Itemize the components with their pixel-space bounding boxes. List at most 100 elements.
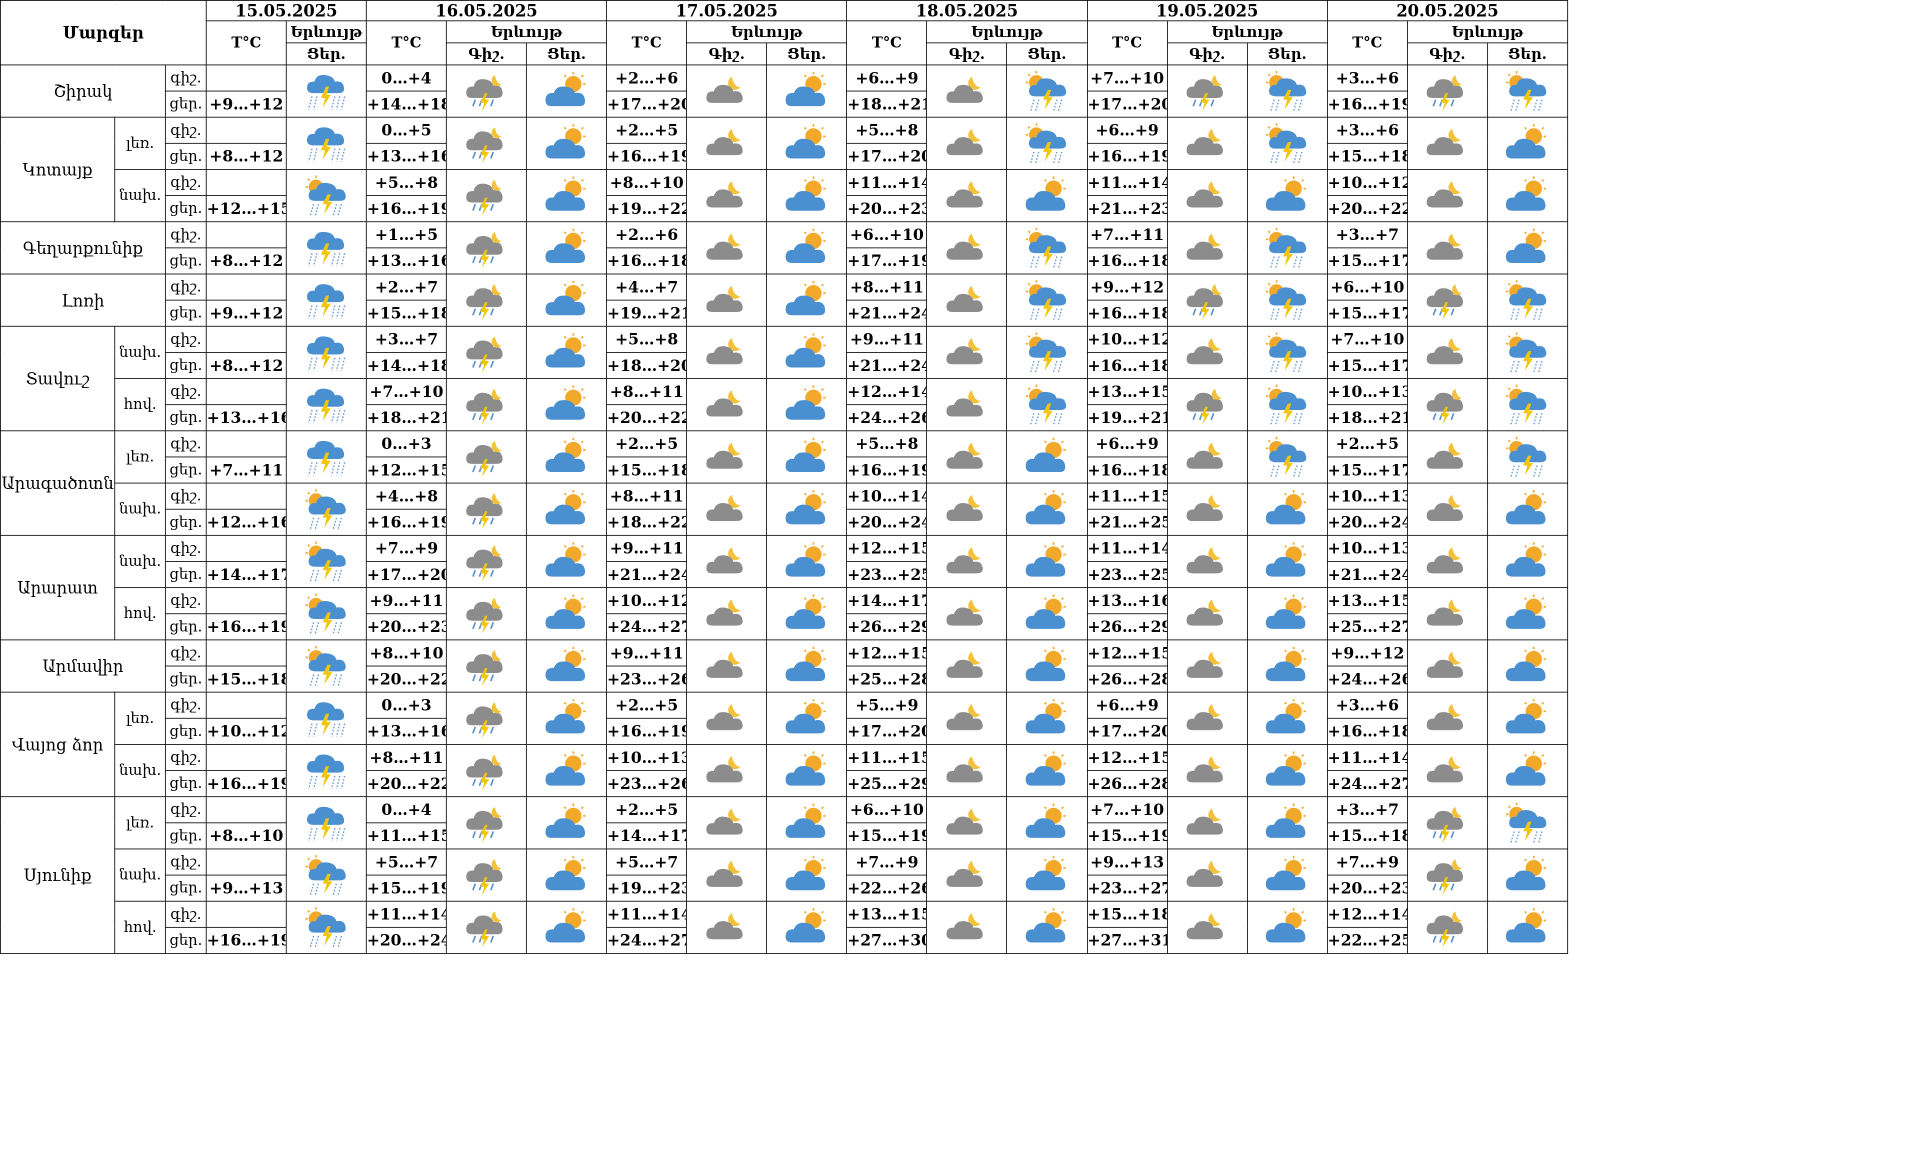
- day-header: Ցեր.: [1246, 42, 1328, 66]
- temperature: +17…+20: [846, 142, 928, 170]
- temperature: +16…+18: [1086, 456, 1168, 484]
- table-row: Շիրակ գիշ. 0…+4 +2…+6 +6…+9 +7…+10 +3…+6: [0, 64, 1569, 118]
- table-row: Արմավիր գիշ. +8…+10 +9…+11 +12…+15 +12…+15 +9……: [0, 639, 1569, 693]
- cloud-storm-rain-icon: [287, 436, 365, 478]
- time-of-day: ցեր.: [165, 874, 207, 902]
- day-phenomena: [1246, 273, 1328, 327]
- region-name: Վայոց ձոր: [0, 691, 116, 798]
- phenomena-cell: [285, 169, 367, 223]
- temperature: +3…+6: [1326, 64, 1408, 92]
- time-of-day: գիշ.: [165, 169, 207, 197]
- table-row: Լոռի գիշ. +2…+7 +4…+7 +8…+11 +9…+12 +6…+10: [0, 273, 1569, 327]
- night-phenomena: [686, 900, 768, 954]
- temperature: +20…+22: [366, 665, 447, 693]
- day-phenomena: [1486, 848, 1569, 902]
- time-of-day: գիշ.: [165, 796, 207, 824]
- temperature: +16…+18: [1086, 351, 1168, 379]
- temperature: +5…+8: [366, 169, 447, 197]
- cloudy-night-icon: [928, 383, 1006, 425]
- sun-storm-rain-icon: [1248, 331, 1326, 373]
- storm-rain-icon: [447, 540, 525, 582]
- temperature: +6…+10: [846, 221, 928, 249]
- night-phenomena: [446, 169, 527, 223]
- temperature: +16…+18: [1086, 299, 1168, 327]
- temperature: +11…+14: [846, 169, 928, 197]
- partly-cloudy-icon: [1248, 854, 1326, 896]
- temperature: +15…+17: [1326, 247, 1408, 275]
- night-phenomena: [926, 639, 1008, 693]
- sun-storm-rain-icon: [1488, 802, 1567, 844]
- phenomena-cell: [285, 325, 367, 379]
- day-phenomena: [1246, 221, 1328, 275]
- temp-header: T°C: [606, 20, 688, 66]
- day-header: Ցեր.: [285, 42, 367, 66]
- night-phenomena: [926, 64, 1008, 118]
- temperature: +20…+23: [1326, 874, 1408, 902]
- cloudy-night-icon: [688, 436, 766, 478]
- partly-cloudy-icon: [1008, 436, 1086, 478]
- sun-storm-rain-icon: [1008, 122, 1086, 164]
- time-of-day: ցեր.: [165, 665, 207, 693]
- night-header: Գիշ.: [926, 42, 1008, 66]
- temperature: +10…+12: [1326, 169, 1408, 197]
- time-of-day: ցեր.: [165, 142, 207, 170]
- date-header: 18.05.2025: [846, 0, 1088, 22]
- temperature: +4…+8: [366, 482, 447, 510]
- temperature: +12…+14: [846, 378, 928, 406]
- temperature: +7…+10: [1086, 64, 1168, 92]
- day-phenomena: [1486, 482, 1569, 536]
- temperature: [205, 744, 287, 771]
- night-phenomena: [446, 378, 527, 432]
- temperature: +10…+12: [205, 717, 287, 745]
- night-phenomena: [926, 482, 1008, 536]
- cloudy-night-icon: [928, 279, 1006, 321]
- table-row: Կոտայք լեռ. գիշ. 0…+5 +2…+5 +5…+8 +6…+9 +3…+6: [0, 116, 1569, 223]
- day-phenomena: [526, 639, 608, 693]
- day-phenomena: [766, 169, 848, 223]
- night-phenomena: [446, 848, 527, 902]
- cloudy-night-icon: [1408, 174, 1486, 216]
- night-header: Գիշ.: [686, 42, 768, 66]
- day-phenomena: [1006, 325, 1088, 379]
- phenomena-header: Երևույթ: [1406, 20, 1569, 44]
- sun-storm-rain-icon: [1488, 331, 1567, 373]
- temperature: +8…+10: [606, 169, 688, 197]
- temperature: +16…+19: [205, 613, 287, 641]
- partly-cloudy-icon: [527, 383, 605, 425]
- day-phenomena: [526, 796, 608, 850]
- time-of-day: գիշ.: [165, 900, 207, 928]
- table-row: ցեր. +14…+17 +17…+20 +21…+24 +23…+25 +23…+25 +…: [0, 561, 1567, 589]
- temperature: +7…+10: [1326, 325, 1408, 353]
- sun-storm-rain-icon: [1488, 279, 1567, 321]
- day-phenomena: [766, 691, 848, 745]
- partly-cloudy-icon: [1248, 802, 1326, 844]
- night-phenomena: [686, 221, 768, 275]
- cloudy-night-icon: [928, 331, 1006, 373]
- day-phenomena: [1006, 796, 1088, 850]
- night-phenomena: [1406, 796, 1488, 850]
- temperature: +10…+13: [1326, 534, 1408, 562]
- partly-cloudy-icon: [527, 122, 605, 164]
- temperature: +8…+11: [846, 273, 928, 301]
- night-phenomena: [926, 691, 1008, 745]
- night-phenomena: [446, 116, 527, 170]
- temperature: +5…+7: [606, 848, 688, 876]
- temperature: +19…+22: [606, 195, 688, 223]
- temperature: +17…+20: [366, 561, 447, 589]
- region-name: Արարատ: [0, 534, 116, 641]
- temperature: +10…+13: [1326, 378, 1408, 406]
- temperature: +17…+19: [846, 247, 928, 275]
- temperature: +16…+19: [606, 717, 688, 745]
- temperature: +25…+28: [846, 665, 928, 693]
- cloudy-night-icon: [1168, 906, 1246, 948]
- temperature: +3…+7: [366, 325, 447, 353]
- temperature: +16…+19: [366, 195, 447, 223]
- partly-cloudy-icon: [1248, 906, 1326, 948]
- temperature: +11…+14: [1086, 534, 1168, 562]
- temperature: [205, 273, 287, 301]
- region-name: Շիրակ: [0, 64, 166, 118]
- cloudy-night-icon: [1408, 749, 1486, 791]
- day-phenomena: [526, 744, 608, 798]
- temperature: +15…+18: [606, 456, 688, 484]
- temp-header: T°C: [1326, 20, 1408, 66]
